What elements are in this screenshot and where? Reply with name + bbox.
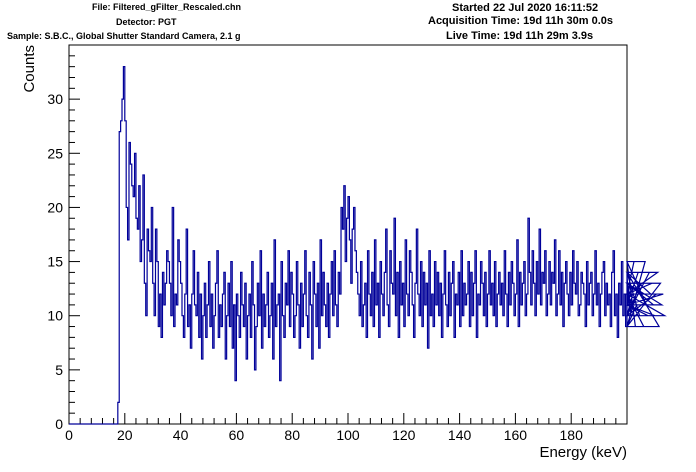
x-tick-label: 100 <box>336 427 360 443</box>
x-tick-label: 180 <box>560 427 584 443</box>
y-tick-label: 15 <box>47 254 63 270</box>
x-tick-label: 160 <box>504 427 528 443</box>
x-tick-label: 0 <box>65 427 73 443</box>
x-tick-label: 120 <box>392 427 416 443</box>
detector-label: Detector: PGT <box>116 17 177 27</box>
file-name-label: File: Filtered_gFilter_Rescaled.chn <box>92 2 242 12</box>
x-tick-label: 80 <box>284 427 300 443</box>
x-tick-label: 40 <box>173 427 189 443</box>
started-label: Started 22 Jul 2020 16:11:52 <box>452 2 599 14</box>
series-group <box>69 66 667 425</box>
x-axis-title: Energy (keV) <box>539 444 627 461</box>
x-tick-label: 20 <box>117 427 133 443</box>
y-axis-title: Counts <box>21 45 38 93</box>
y-tick-label: 25 <box>47 145 63 161</box>
acquisition-time-label: Acquisition Time: 19d 11h 30m 0.0s <box>428 15 614 27</box>
live-time-label: Live Time: 19d 11h 29m 3.9s <box>446 30 594 42</box>
y-tick-label: 5 <box>55 362 63 378</box>
y-tick-label: 20 <box>47 199 63 215</box>
series-line-0 <box>69 66 667 425</box>
y-tick-label: 30 <box>47 91 63 107</box>
x-tick-label: 140 <box>448 427 472 443</box>
y-tick-label: 0 <box>55 416 63 432</box>
sample-label: Sample: S.B.C., Global Shutter Standard … <box>7 31 241 41</box>
y-axis: 0 5 10 15 20 25 30 <box>47 44 80 432</box>
x-tick-label: 60 <box>229 427 245 443</box>
y-tick-label: 10 <box>47 308 63 324</box>
x-axis: 0 20 40 60 80 100 120 140 160 180 <box>65 413 628 443</box>
